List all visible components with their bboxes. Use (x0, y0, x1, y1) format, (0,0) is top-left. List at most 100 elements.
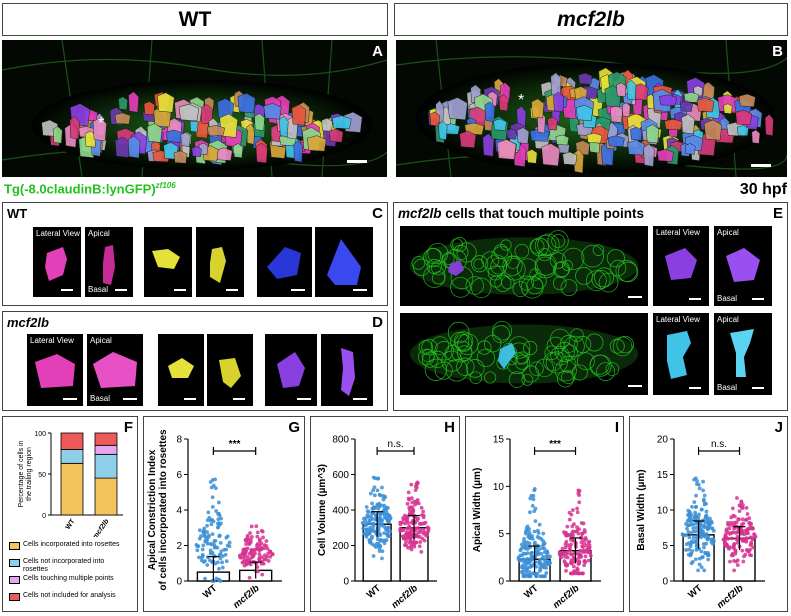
data-point (540, 546, 545, 551)
mut-cyan-cell-lateral: Lateral View (653, 313, 709, 395)
y-tick-label: 6 (176, 470, 182, 481)
membrane-network (409, 320, 639, 388)
panel-d: mcf2lb D Lateral View Apical Basal (2, 311, 388, 411)
data-point (702, 493, 707, 498)
x-tick-label: WT (65, 518, 77, 532)
data-point (534, 545, 539, 550)
y-tick-label: 100 (34, 431, 46, 438)
data-point (404, 540, 408, 544)
data-point (535, 535, 540, 539)
data-point (373, 476, 378, 481)
data-point (210, 532, 215, 537)
data-point (519, 546, 524, 551)
panel-e-title-rest: cells that touch multiple points (441, 206, 645, 221)
segmented-cell (626, 79, 637, 101)
data-point (569, 558, 574, 562)
data-point (213, 561, 218, 566)
y-tick-label: 600 (332, 470, 349, 481)
data-point (257, 558, 262, 562)
data-point (693, 513, 698, 517)
mut-cyan-cell-apical: Apical Basal (714, 313, 772, 395)
data-point (217, 534, 222, 539)
stacked-bar-segment (94, 432, 118, 446)
data-point (243, 548, 248, 553)
panel-h: H 0 200 400 600 800 Cell Volume (µm^3) WT mcf2l… (310, 416, 460, 612)
data-point (702, 545, 706, 550)
data-point (402, 543, 407, 548)
data-point (220, 565, 225, 570)
data-point (575, 506, 579, 511)
mut-purple-cell-micrograph (400, 226, 648, 306)
segmented-cell (645, 124, 660, 144)
data-point (565, 555, 570, 560)
data-point (201, 543, 206, 548)
x-tick-label: mcf2lb (551, 583, 582, 611)
data-point (381, 497, 386, 502)
y-tick-label: 400 (332, 506, 349, 517)
data-point (527, 573, 531, 578)
data-point (268, 549, 272, 554)
data-point (255, 534, 260, 539)
stacked-bar-segment (94, 444, 118, 455)
data-point (732, 568, 737, 573)
data-point (203, 576, 207, 581)
segmented-cell (438, 120, 448, 141)
data-point (208, 480, 213, 484)
segmented-cell (684, 143, 696, 155)
segmented-cell (331, 115, 352, 130)
segmented-cell (233, 143, 244, 159)
scalebar (752, 387, 764, 389)
data-point (732, 526, 737, 531)
data-point (371, 488, 376, 493)
data-point (376, 541, 381, 546)
legend-entry: Cells not incorporated into rosettes (23, 558, 105, 573)
panel-c-title: WT (7, 206, 28, 221)
data-point (522, 536, 526, 541)
data-point (570, 538, 575, 543)
panel-a-scalebar (347, 160, 367, 163)
segmented-cell (703, 119, 723, 141)
data-point (741, 521, 746, 526)
y-tick-label: 15 (493, 435, 505, 446)
y-tick-label: 200 (332, 541, 349, 552)
data-point (218, 541, 223, 545)
data-point (408, 530, 413, 535)
e2-lateral-caption: Lateral View (656, 315, 700, 324)
scalebar (752, 298, 764, 300)
data-point (522, 574, 527, 579)
data-point (728, 545, 732, 550)
scalebar (61, 289, 73, 291)
data-point (724, 528, 729, 533)
data-point (577, 554, 582, 559)
e2-basal-caption: Basal (717, 383, 738, 392)
data-point (245, 533, 250, 538)
segmented-cell (118, 96, 128, 111)
data-point (372, 543, 377, 548)
data-point (207, 558, 212, 563)
data-point (729, 520, 734, 525)
data-point (572, 570, 576, 575)
segmented-cell (328, 128, 344, 143)
panel-d-title: mcf2lb (7, 315, 49, 330)
y-tick-label: 5 (662, 541, 668, 552)
data-point (195, 548, 200, 553)
stacked-bar-segment (60, 449, 84, 464)
data-point (694, 547, 699, 552)
data-point (407, 505, 412, 510)
scalebar (353, 289, 367, 291)
data-point (699, 565, 704, 570)
mut-purple-apical (321, 334, 373, 406)
data-point (205, 523, 209, 528)
scalebar (63, 398, 77, 400)
data-point (541, 531, 546, 536)
y-tick-label: 0 (662, 577, 668, 588)
data-point (264, 539, 269, 543)
segmented-cell (683, 92, 700, 103)
segmented-cell (178, 103, 200, 122)
segmented-cell (764, 113, 774, 136)
data-point (563, 545, 568, 550)
mut-apical-caption: Apical (90, 336, 112, 345)
significance-label: n.s. (388, 439, 404, 450)
data-point (414, 534, 419, 538)
